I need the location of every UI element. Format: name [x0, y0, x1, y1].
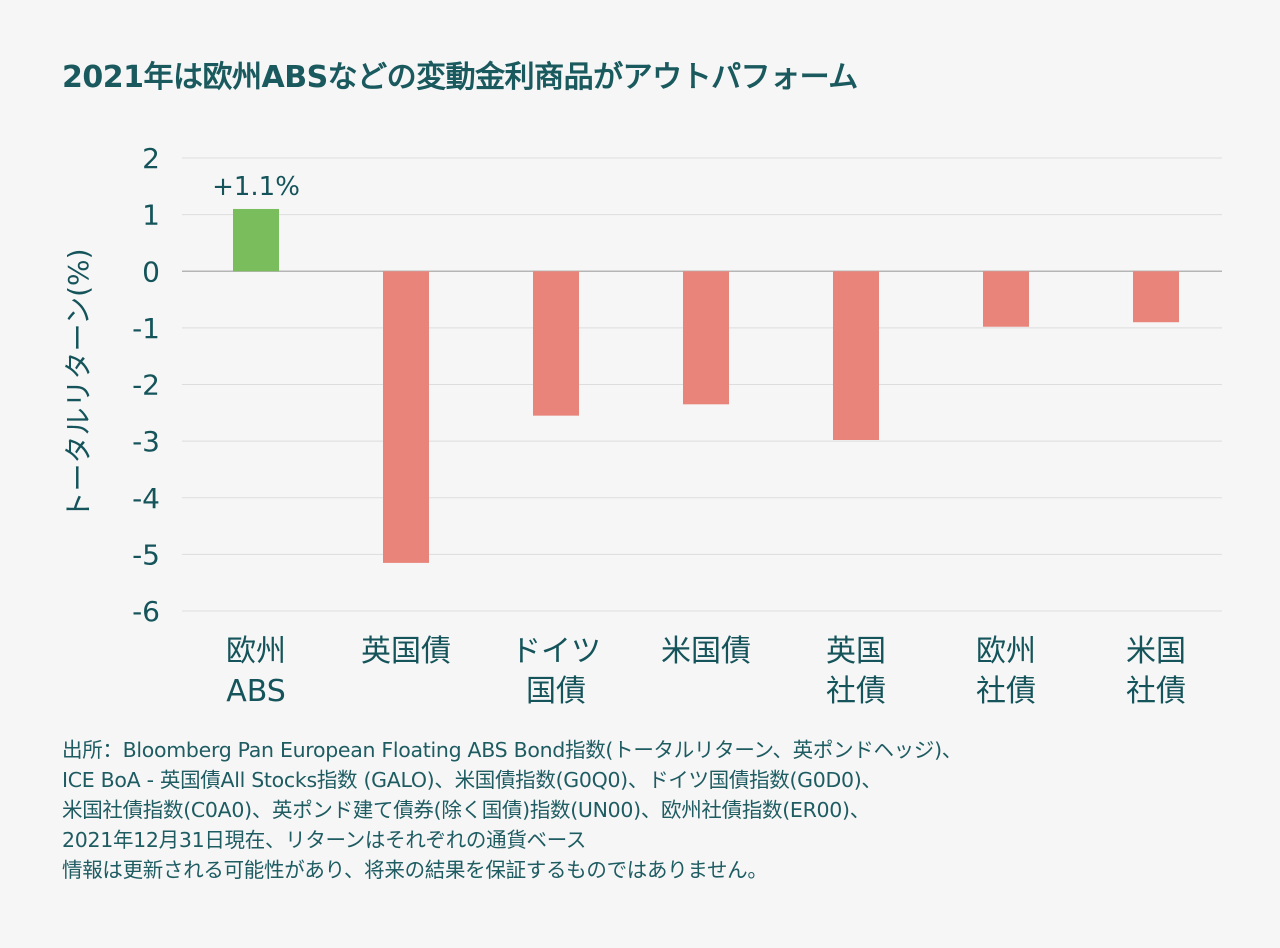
- y-tick-label: -4: [132, 482, 160, 515]
- note-line: 情報は更新される可能性があり、将来の結果を保証するものではありません。: [62, 858, 768, 882]
- x-tick-label: 米国: [1126, 634, 1186, 669]
- note-line: ICE BoA - 英国債All Stocks指数 (GALO)、米国債指数(G…: [62, 768, 882, 792]
- y-tick-label: -3: [132, 425, 160, 458]
- x-tick-label: 英国: [826, 634, 886, 669]
- y-tick-label: 2: [142, 142, 160, 175]
- bar: [833, 271, 879, 440]
- bar: [533, 271, 579, 416]
- y-tick-label: 0: [142, 255, 160, 288]
- data-label: +1.1%: [212, 172, 300, 202]
- x-tick-label: 国債: [526, 674, 586, 709]
- note-line: 米国社債指数(C0A0)、英ポンド建て債券(除く国債)指数(UN00)、欧州社債…: [62, 798, 870, 822]
- note-line: 2021年12月31日現在、リターンはそれぞれの通貨ベース: [62, 828, 587, 852]
- x-tick-label: 米国債: [661, 634, 751, 669]
- bar: [683, 271, 729, 405]
- y-axis-label: トータルリターン(%): [62, 248, 95, 519]
- bar: [983, 271, 1029, 327]
- x-tick-label: 社債: [826, 674, 886, 709]
- chart-title: 2021年は欧州ABSなどの変動金利商品がアウトパフォーム: [62, 60, 858, 95]
- y-tick-label: -1: [132, 312, 160, 345]
- source-notes: 出所：Bloomberg Pan European Floating ABS B…: [62, 735, 962, 885]
- y-tick-label: -5: [132, 538, 160, 571]
- bar: [383, 271, 429, 563]
- bar: [1133, 271, 1179, 323]
- x-tick-label: 社債: [976, 674, 1036, 709]
- x-tick-label: 英国債: [361, 634, 451, 669]
- x-tick-label: 欧州: [226, 634, 286, 669]
- note-line: 出所：Bloomberg Pan European Floating ABS B…: [62, 738, 962, 762]
- y-tick-label: -6: [132, 595, 160, 628]
- x-tick-label: 社債: [1126, 674, 1186, 709]
- x-tick-label: ABS: [226, 674, 286, 709]
- y-tick-label: 1: [142, 199, 160, 232]
- x-tick-label: ドイツ: [511, 634, 601, 669]
- bar: [233, 208, 279, 272]
- bar-chart: 2 1 0 -1 -2 -3 -4 -5 -6 トータルリターン(%) +1.1% 欧州 ABS 英国債 ド…: [62, 142, 1222, 709]
- y-tick-label: -2: [132, 369, 160, 402]
- x-tick-label: 欧州: [976, 634, 1036, 669]
